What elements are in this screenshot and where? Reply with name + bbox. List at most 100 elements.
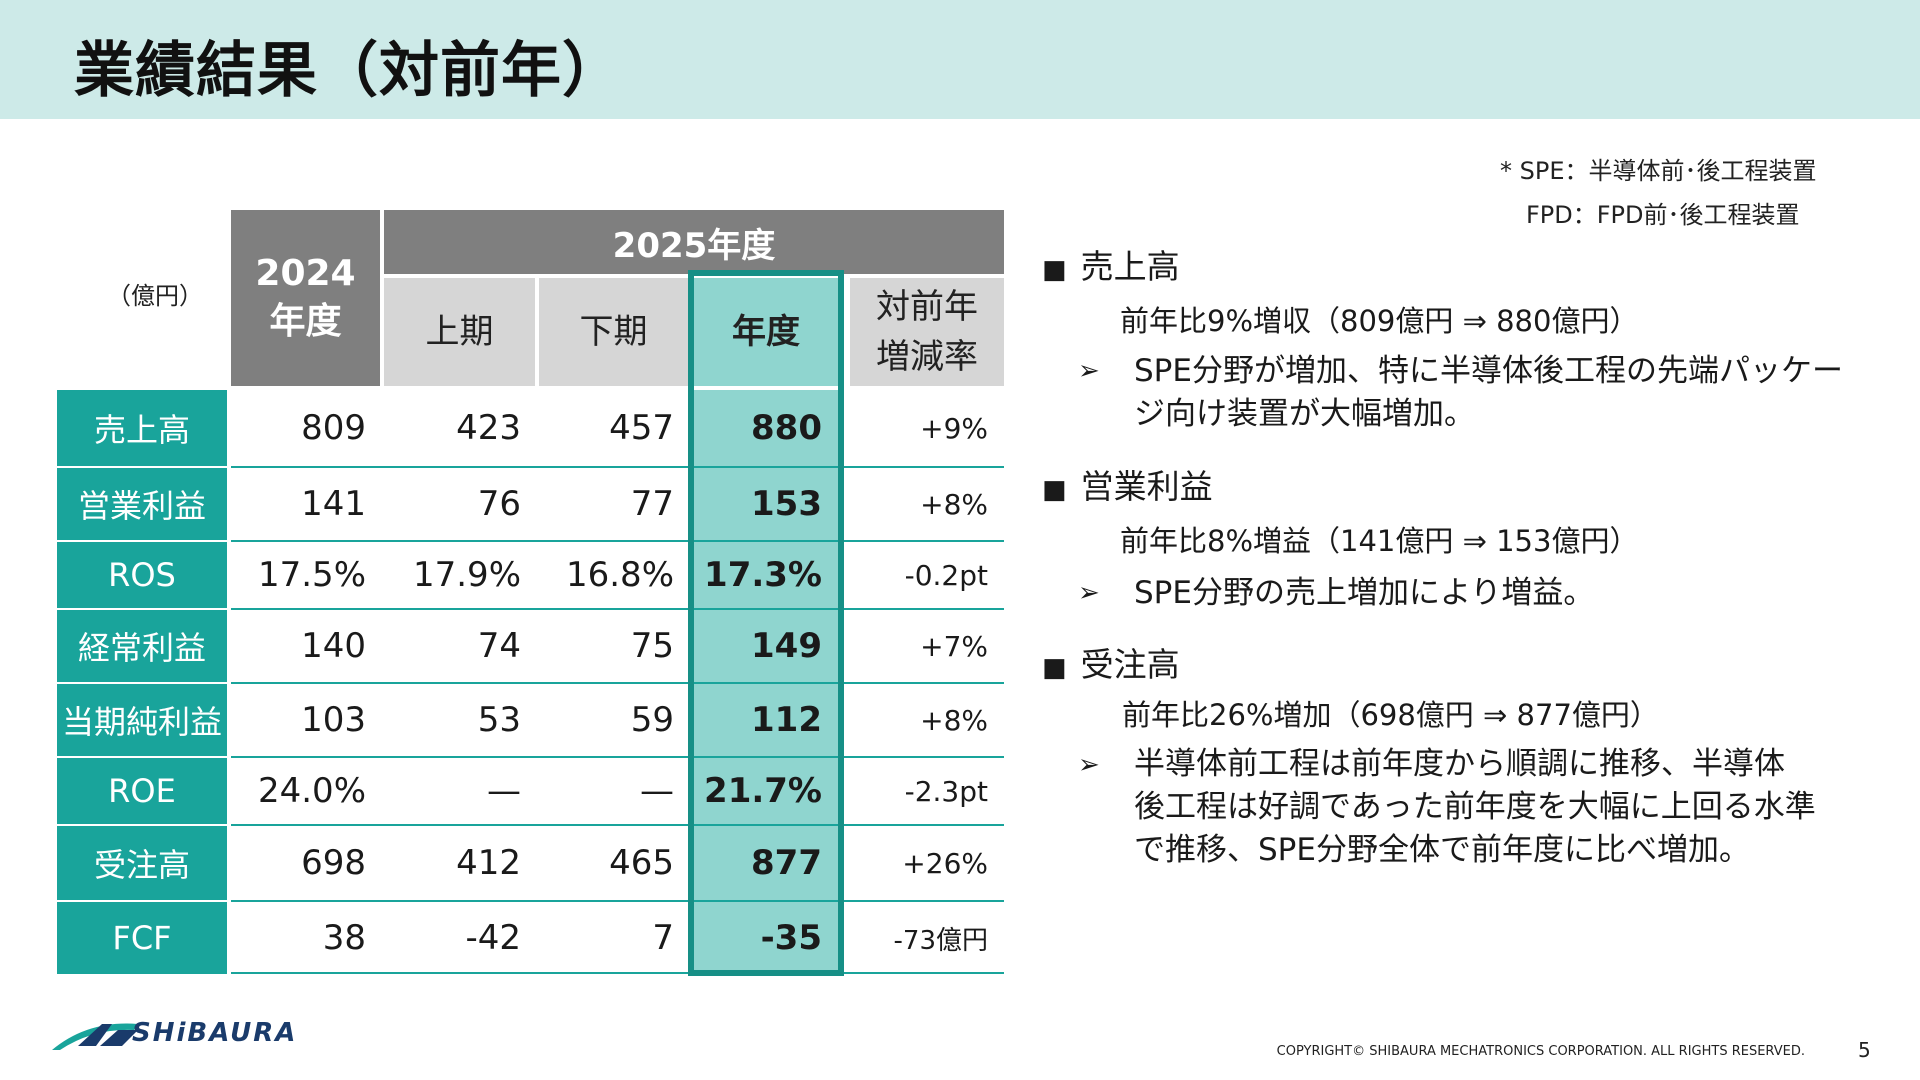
cell-h1: 423 [456,408,521,448]
page-number: 5 [1858,1038,1871,1062]
section-summary: 前年比26%増加（698億円 ⇒ 877億円） [1122,698,1659,732]
cell-fy: 149 [694,610,838,682]
note-fpd: FPD：FPD前･後工程装置 [1526,201,1800,229]
row-divider [231,900,1004,902]
square-marker-icon: ■ [1042,255,1067,285]
row-label: 経常利益 [57,610,227,682]
bullet-line: で推移、SPE分野全体で前年度に比べ増加。 [1134,832,1750,868]
row-label: 営業利益 [57,468,227,540]
table-row: 経常利益 140 74 75 149 +7% [57,610,1004,682]
row-label: 受注高 [57,826,227,900]
header-2024-year: 2024 [255,253,356,294]
section-summary: 前年比8%増益（141億円 ⇒ 153億円） [1120,524,1639,558]
section-bullet: SPE分野の売上増加により増益。 [1134,572,1594,615]
page-title: 業績結果（対前年） [74,36,623,106]
cell-fy: 153 [694,468,838,540]
cell-change: -2.3pt [904,774,988,808]
shibaura-logo: SHiBAURA [48,1010,295,1056]
cell-h2: 75 [630,626,674,666]
cell-h1: — [487,771,521,811]
cell-fy: 880 [694,390,838,466]
cell-change: +26% [902,846,988,880]
header-h1: 上期 [384,278,535,386]
cell-h2: 77 [630,484,674,524]
section-heading-orders: ■ 受注高 [1042,638,1180,686]
cell-h1: 53 [477,700,521,740]
cell-h2: — [640,771,674,811]
bullet-line: ジ向け装置が大幅増加。 [1134,396,1475,432]
cell-fy: 17.3% [694,542,838,608]
bullet-line: SPE分野の売上増加により増益。 [1134,575,1595,611]
cell-h1: 74 [477,626,521,666]
section-heading-op-profit: ■ 営業利益 [1042,460,1213,508]
header-change-l2: 増減率 [876,337,978,377]
row-divider [231,466,1004,468]
header-fy: 年度 [694,278,838,386]
cell-h2: 7 [652,918,674,958]
cell-2024: 698 [301,843,366,883]
cell-h2: 465 [609,843,674,883]
arrow-bullet-icon: ➢ [1078,750,1100,780]
row-label: FCF [57,902,227,974]
table-row: ROE 24.0% — — 21.7% -2.3pt [57,758,1004,824]
cell-2024: 17.5% [257,555,366,595]
cell-change: +7% [920,629,988,663]
cell-change: +9% [920,411,988,445]
row-label: 当期純利益 [57,684,227,756]
square-marker-icon: ■ [1042,475,1067,505]
section-title: 営業利益 [1080,467,1213,506]
section-title: 売上高 [1080,247,1180,286]
cell-2024: 103 [301,700,366,740]
cell-fy: 21.7% [694,758,838,824]
header-2024-fy: 年度 [269,301,342,342]
logo-mark-icon [52,1023,138,1050]
header-change: 対前年 増減率 [850,278,1004,386]
bullet-line: 半導体前工程は前年度から順調に推移、半導体 [1134,746,1785,782]
table-row: 営業利益 141 76 77 153 +8% [57,468,1004,540]
row-label: 売上高 [57,390,227,466]
cell-2024: 141 [301,484,366,524]
cell-h2: 457 [609,408,674,448]
cell-fy: 877 [694,826,838,900]
cell-change: -0.2pt [904,558,988,592]
bullet-line: SPE分野が増加、特に半導体後工程の先端パッケー [1134,353,1843,389]
row-divider [231,824,1004,826]
table-row: 当期純利益 103 53 59 112 +8% [57,684,1004,756]
cell-2024: 809 [301,408,366,448]
row-label: ROS [57,542,227,608]
cell-change: +8% [920,487,988,521]
table-row: FCF 38 -42 7 -35 -73億円 [57,902,1004,974]
table-row: 受注高 698 412 465 877 +26% [57,826,1004,900]
square-marker-icon: ■ [1042,653,1067,683]
copyright: COPYRIGHT© SHIBAURA MECHATRONICS CORPORA… [1276,1044,1805,1059]
cell-h1: 17.9% [412,555,521,595]
section-bullet: SPE分野が増加、特に半導体後工程の先端パッケー ジ向け装置が大幅増加。 [1134,350,1843,436]
arrow-bullet-icon: ➢ [1078,356,1100,386]
cell-2024: 38 [322,918,366,958]
section-title: 受注高 [1080,645,1180,684]
cell-fy: -35 [694,902,838,974]
row-divider [231,608,1004,610]
header-2024: 2024 年度 [231,210,380,386]
row-label: ROE [57,758,227,824]
header-h2: 下期 [539,278,688,386]
row-divider [231,540,1004,542]
section-heading-sales: ■ 売上高 [1042,240,1180,288]
row-divider [231,972,1004,974]
cell-2024: 140 [301,626,366,666]
logo-text: SHiBAURA [132,1018,298,1048]
section-bullet: 半導体前工程は前年度から順調に推移、半導体 後工程は好調であった前年度を大幅に上… [1134,743,1816,872]
row-divider [231,682,1004,684]
note-spe: * SPE：半導体前･後工程装置 [1500,157,1817,185]
arrow-bullet-icon: ➢ [1078,578,1100,608]
bullet-line: 後工程は好調であった前年度を大幅に上回る水準 [1134,789,1816,825]
row-divider [231,756,1004,758]
cell-h1: 76 [477,484,521,524]
header-change-l1: 対前年 [876,287,978,327]
title-band [0,0,1920,119]
cell-h1: 412 [456,843,521,883]
results-table: （億円） 2024 年度 2025年度 上期 下期 年度 対前年 増減率 売上高 8… [57,210,1004,976]
unit-label: （億円） [107,282,203,310]
table-row: ROS 17.5% 17.9% 16.8% 17.3% -0.2pt [57,542,1004,608]
table-row: 売上高 809 423 457 880 +9% [57,390,1004,466]
